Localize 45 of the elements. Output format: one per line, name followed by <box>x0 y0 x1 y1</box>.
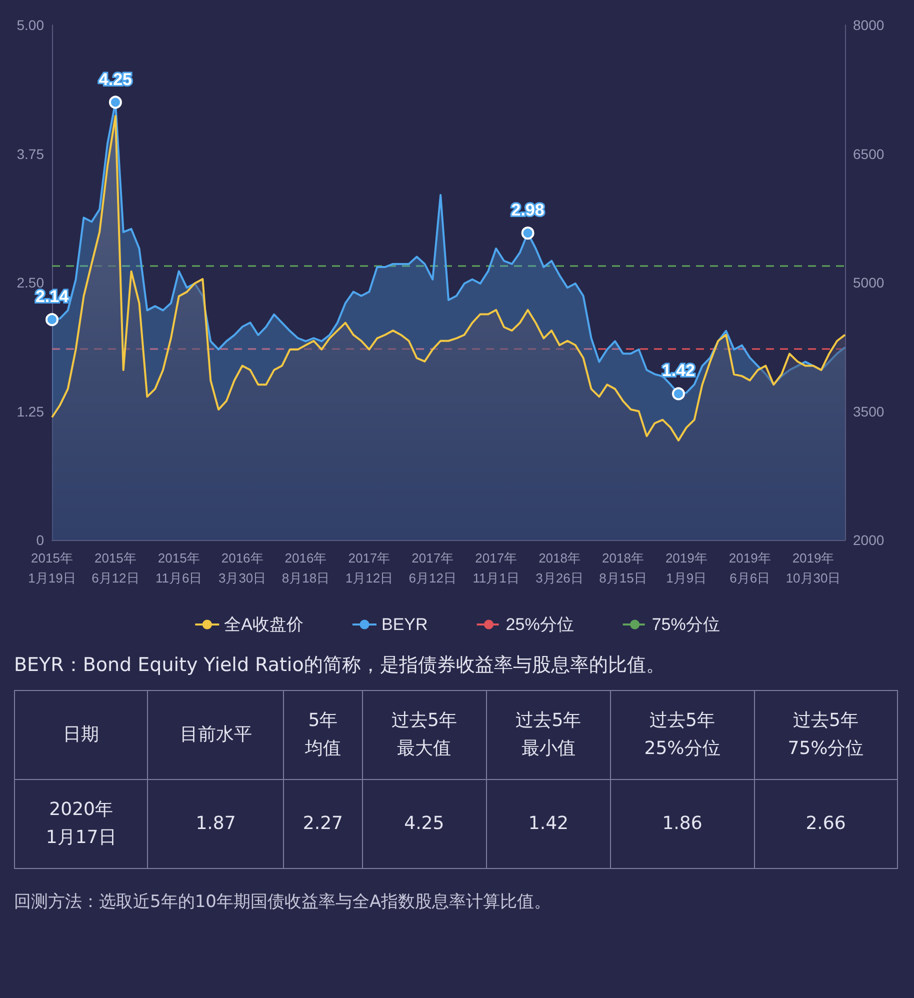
x-tick-label: 2018年 8月15日 <box>599 550 647 586</box>
x-tick-label: 2015年 11月6日 <box>156 550 202 586</box>
x-tick-label: 2017年 11月1日 <box>472 550 520 586</box>
x-tick-label: 2015年 1月19日 <box>28 550 76 586</box>
text: 过去5年25%分位 <box>610 690 754 780</box>
text: 1.86 <box>610 780 754 868</box>
y2-tick-label: 5000 <box>853 274 884 290</box>
text: 1.42 <box>486 780 611 868</box>
text: 4.25 <box>362 780 486 868</box>
x-tick-label: 2017年 6月12日 <box>408 550 456 586</box>
y-tick-label: 3.75 <box>16 146 44 162</box>
y2-tick-label: 3500 <box>853 403 884 420</box>
x-tick-label: 2019年 6月6日 <box>728 550 771 586</box>
text: 回测方法：选取近5年的10年期国债收益率与全A指数股息率计算比值。 <box>14 891 552 914</box>
x-tick-label: 2017年 1月12日 <box>345 550 394 586</box>
text: 2.27 <box>284 780 362 868</box>
text: 日期 <box>14 690 148 780</box>
x-tick-label: 2019年 10月30日 <box>786 550 841 586</box>
x-tick-label: 2015年 6月12日 <box>92 550 140 586</box>
y-tick-label: 0 <box>36 532 44 548</box>
legend-label: 75%分位 <box>652 615 720 634</box>
data-label: 4.25 <box>98 70 132 89</box>
data-label: 2.98 <box>511 200 544 220</box>
text: 过去5年最大值 <box>362 690 486 780</box>
legend-label: BEYR <box>382 615 428 634</box>
text: 2.66 <box>754 780 898 868</box>
y2-tick-label: 2000 <box>853 532 884 548</box>
text: 目前水平 <box>148 690 284 780</box>
text: 过去5年75%分位 <box>754 690 898 780</box>
x-tick-label: 2019年 1月9日 <box>665 550 708 586</box>
legend-label: 25%分位 <box>506 615 574 634</box>
x-tick-label: 2018年 3月26日 <box>536 550 584 586</box>
x-tick-label: 2016年 3月30日 <box>218 550 266 586</box>
legend-label: 全A收盘价 <box>224 615 304 634</box>
text: 2020年1月17日 <box>14 780 148 868</box>
data-label: 1.42 <box>662 361 696 380</box>
text: 过去5年最小值 <box>486 690 611 780</box>
text: BEYR：Bond Equity Yield Ratio的简称，是指债券收益率与股息率的比值。 <box>14 653 666 678</box>
y-tick-label: 5.00 <box>16 17 44 33</box>
y2-tick-label: 6500 <box>853 146 884 162</box>
x-tick-label: 2016年 8月18日 <box>282 550 330 586</box>
text: 1.87 <box>148 780 284 868</box>
y2-tick-label: 8000 <box>853 17 884 33</box>
y-tick-label: 1.25 <box>16 403 44 420</box>
text: 5年均值 <box>284 690 362 780</box>
